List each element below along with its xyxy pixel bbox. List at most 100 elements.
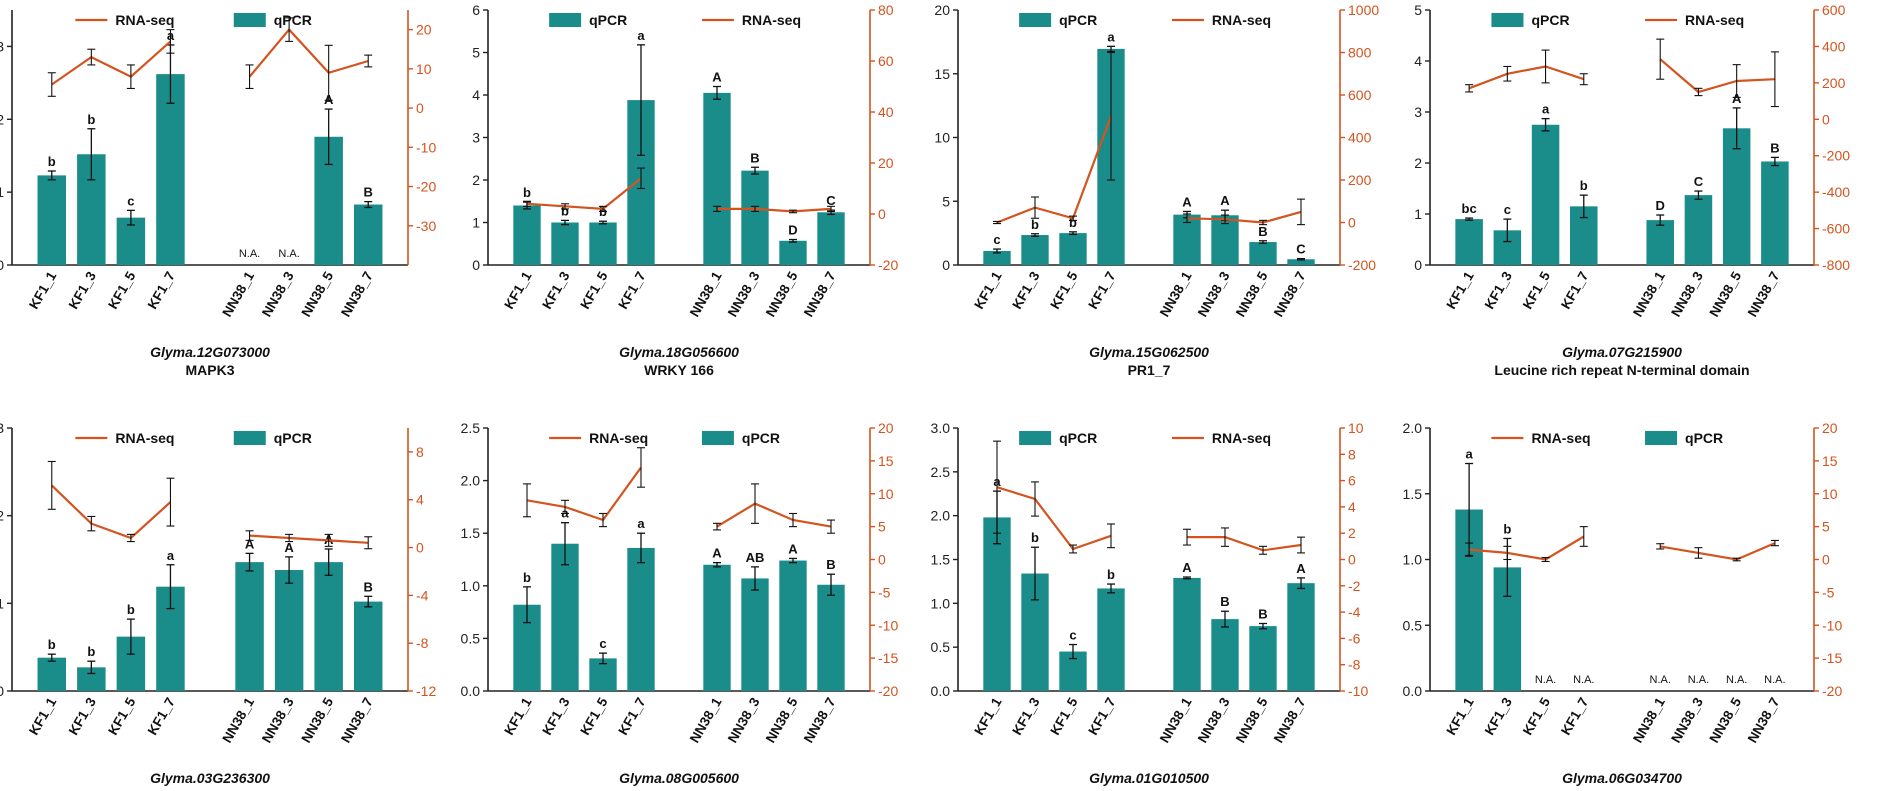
significance-letter: bc [1462, 201, 1477, 216]
gene-id: Glyma.06G034700 [1562, 770, 1682, 786]
left-tick-label: 1.0 [1403, 552, 1423, 568]
na-label: N.A. [1573, 674, 1594, 686]
gene-name: RbohB [187, 788, 233, 791]
left-tick-label: 3 [0, 38, 4, 54]
legend-label: RNA-seq [1531, 430, 1590, 446]
gene-name: WRKY 166 [644, 362, 714, 378]
right-tick-label: 20 [878, 155, 894, 171]
right-tick-label: -8 [416, 635, 429, 651]
right-tick-label: 0 [878, 206, 886, 222]
rnaseq-line [526, 466, 642, 522]
gene-id: Glyma.07G215900 [1562, 344, 1682, 360]
significance-letter: c [1069, 628, 1076, 643]
qpcr-bar [353, 601, 383, 691]
qpcr-bar [1722, 128, 1751, 265]
left-tick-label: 2 [1414, 155, 1422, 171]
gene-name: NBS-LRR type disease resistance protein [1011, 788, 1286, 791]
rnaseq-line [248, 27, 369, 78]
legend-qpcr-swatch [1019, 431, 1052, 445]
na-label: N.A. [1764, 674, 1785, 686]
significance-letter: b [48, 154, 56, 169]
right-tick-label: 600 [1348, 87, 1372, 103]
right-tick-label: 5 [1822, 519, 1830, 535]
left-tick-label: 2 [0, 508, 4, 524]
legend-qpcr-swatch [549, 13, 582, 27]
significance-letter: A [712, 70, 722, 85]
qpcr-bar [77, 667, 106, 691]
legend-label: RNA-seq [115, 430, 174, 446]
qpcr-bar [1249, 242, 1277, 265]
qpcr-bar [37, 175, 67, 265]
significance-letter: a [167, 548, 175, 563]
left-tick-label: 5 [472, 45, 480, 61]
significance-letter: A [1220, 193, 1230, 208]
legend-label: RNA-seq [1212, 430, 1271, 446]
legend-qpcr-swatch [1019, 13, 1052, 27]
rnaseq-line [1187, 536, 1302, 552]
significance-letter: b [1503, 521, 1511, 536]
significance-letter: a [1542, 102, 1550, 117]
gene-id: Glyma.08G005600 [619, 770, 739, 786]
left-tick-label: 1 [1414, 206, 1422, 222]
significance-letter: b [1107, 567, 1115, 582]
right-tick-label: 60 [878, 53, 894, 69]
significance-letter: b [523, 570, 531, 585]
gene-id: Glyma.03G236300 [150, 770, 270, 786]
category-label: NN38_3 [1195, 269, 1233, 320]
category-label: KF1_3 [66, 695, 99, 738]
gene-id: Glyma.01G010500 [1089, 770, 1209, 786]
right-tick-label: 20 [416, 22, 432, 38]
rnaseq-line [716, 502, 832, 528]
rnaseq-line [51, 484, 172, 540]
right-tick-label: -600 [1822, 221, 1850, 237]
right-tick-label: -800 [1822, 257, 1850, 273]
significance-letter: D [788, 223, 797, 238]
qpcr-bar [513, 205, 541, 265]
category-label: KF1_3 [66, 269, 99, 312]
right-tick-label: 40 [878, 104, 894, 120]
left-tick-label: 1.5 [461, 525, 481, 541]
legend-label: qPCR [1059, 12, 1097, 28]
right-tick-label: -15 [878, 650, 898, 666]
right-tick-label: 8 [416, 444, 424, 460]
significance-letter: B [364, 185, 373, 200]
significance-letter: C [1694, 174, 1704, 189]
category-label: KF1_5 [1047, 269, 1080, 312]
gene-id: Glyma.15G062500 [1089, 344, 1209, 360]
significance-letter: b [1580, 178, 1588, 193]
rnaseq-line [996, 486, 1112, 551]
left-tick-label: 15 [934, 66, 950, 82]
significance-letter: AB [746, 550, 765, 565]
right-tick-label: 0 [1348, 215, 1356, 231]
right-tick-label: -10 [1348, 683, 1368, 699]
left-tick-label: 1.5 [931, 552, 951, 568]
right-tick-label: -2 [1348, 578, 1361, 594]
left-tick-label: 0 [942, 257, 950, 273]
legend-label: qPCR [1531, 12, 1569, 28]
category-label: NN38_1 [1630, 695, 1668, 746]
qpcr-bar [1684, 195, 1713, 265]
left-tick-label: 0 [0, 257, 4, 273]
qpcr-bar [703, 92, 731, 265]
rnaseq-line [249, 534, 369, 544]
left-tick-label: 2.0 [1403, 420, 1423, 436]
qpcr-bar [1761, 161, 1789, 265]
right-tick-label: 80 [878, 2, 894, 18]
qpcr-bar [1287, 259, 1315, 265]
right-tick-label: -20 [878, 257, 898, 273]
significance-letter: c [993, 232, 1000, 247]
legend-qpcr-swatch [233, 13, 266, 27]
rnaseq-line [526, 177, 642, 211]
chart-panel-7: 0.00.51.01.52.02.53.0-10-8-6-4-20246810a… [931, 420, 1369, 791]
qpcr-bar [817, 212, 845, 265]
category-label: NN38_5 [299, 269, 337, 320]
qpcr-bar [1531, 124, 1560, 265]
category-label: KF1_5 [577, 269, 610, 312]
left-tick-label: 1.5 [1403, 486, 1423, 502]
legend-label: qPCR [274, 430, 312, 446]
qpcr-bar [589, 222, 617, 265]
left-tick-label: 0 [0, 683, 4, 699]
na-label: N.A. [1650, 674, 1671, 686]
left-tick-label: 1.0 [461, 578, 481, 594]
